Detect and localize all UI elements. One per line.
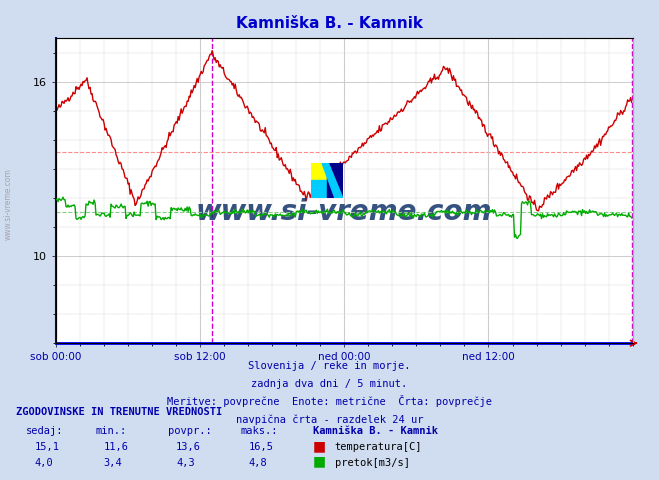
Text: 4,0: 4,0 <box>34 457 53 468</box>
Text: ■: ■ <box>313 455 326 468</box>
Text: temperatura[C]: temperatura[C] <box>335 442 422 452</box>
Text: maks.:: maks.: <box>241 426 278 436</box>
Text: ■: ■ <box>313 439 326 453</box>
Text: povpr.:: povpr.: <box>168 426 212 436</box>
Text: 3,4: 3,4 <box>103 457 122 468</box>
Text: sedaj:: sedaj: <box>26 426 64 436</box>
Text: 4,8: 4,8 <box>248 457 267 468</box>
Text: 15,1: 15,1 <box>34 442 59 452</box>
Text: 4,3: 4,3 <box>176 457 194 468</box>
Text: Kamniška B. - Kamnik: Kamniška B. - Kamnik <box>236 15 423 31</box>
Text: Slovenija / reke in morje.: Slovenija / reke in morje. <box>248 360 411 371</box>
Bar <box>327 163 343 198</box>
Text: min.:: min.: <box>96 426 127 436</box>
Bar <box>311 163 327 180</box>
Text: 11,6: 11,6 <box>103 442 129 452</box>
Text: zadnja dva dni / 5 minut.: zadnja dva dni / 5 minut. <box>251 379 408 389</box>
Text: Meritve: povprečne  Enote: metrične  Črta: povprečje: Meritve: povprečne Enote: metrične Črta:… <box>167 395 492 407</box>
Text: www.si-vreme.com: www.si-vreme.com <box>196 198 492 226</box>
Text: navpična črta - razdelek 24 ur: navpična črta - razdelek 24 ur <box>236 415 423 425</box>
Text: pretok[m3/s]: pretok[m3/s] <box>335 457 410 468</box>
Text: 16,5: 16,5 <box>248 442 273 452</box>
Bar <box>311 180 327 198</box>
Text: www.si-vreme.com: www.si-vreme.com <box>3 168 13 240</box>
Polygon shape <box>322 163 343 198</box>
Text: 13,6: 13,6 <box>176 442 201 452</box>
Text: Kamniška B. - Kamnik: Kamniška B. - Kamnik <box>313 426 438 436</box>
Text: ZGODOVINSKE IN TRENUTNE VREDNOSTI: ZGODOVINSKE IN TRENUTNE VREDNOSTI <box>16 407 223 417</box>
